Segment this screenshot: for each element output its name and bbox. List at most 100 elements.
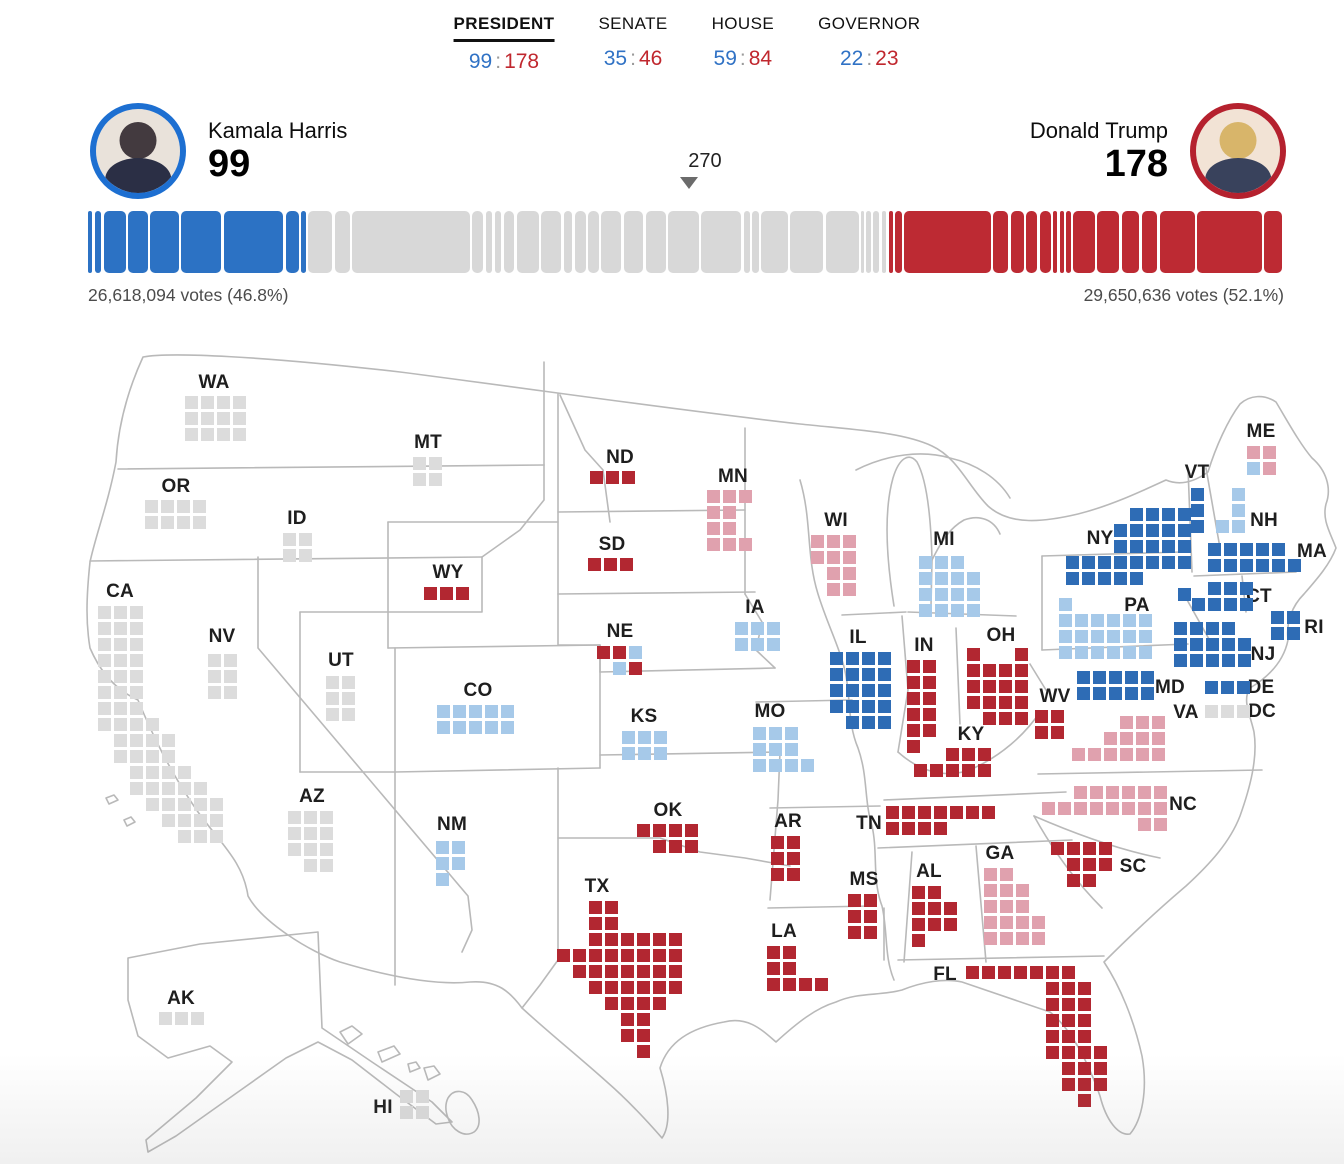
bar-segment-PA[interactable] <box>701 211 742 273</box>
ev-square-TX <box>669 949 682 962</box>
ev-square-FL <box>1062 1078 1075 1091</box>
state-label-MS: MS <box>849 869 879 890</box>
ev-square-SC <box>1099 842 1112 855</box>
bar-segment-WI[interactable] <box>645 211 666 273</box>
ev-square-AR <box>787 868 800 881</box>
ev-square-UT <box>342 692 355 705</box>
ev-square-MA <box>1208 543 1221 556</box>
ev-square-OK <box>685 840 698 853</box>
bar-segment-ID[interactable] <box>485 211 493 273</box>
bar-segment-CA[interactable] <box>352 211 470 273</box>
ev-square-DE <box>1205 681 1218 694</box>
bar-segment-MA[interactable] <box>103 211 126 273</box>
ev-square-MI <box>935 604 948 617</box>
ev-square-CA <box>130 718 143 731</box>
bar-segment-MI[interactable] <box>668 211 699 273</box>
bar-segment-AR[interactable] <box>1026 211 1038 273</box>
bar-segment-RI[interactable] <box>94 211 102 273</box>
bar-segment-NE[interactable] <box>888 211 893 273</box>
bar-segment-MD[interactable] <box>128 211 148 273</box>
state-label-IN: IN <box>914 635 934 656</box>
state-label-NY: NY <box>1086 528 1114 549</box>
bar-segment-FL[interactable] <box>1197 211 1262 273</box>
bar-segment-VT[interactable] <box>88 211 93 273</box>
harris-name: Kamala Harris <box>208 118 348 143</box>
ev-square-VA <box>1152 748 1165 761</box>
ev-square-IL <box>878 716 891 729</box>
state-label-OR: OR <box>161 476 191 497</box>
bar-segment-WY[interactable] <box>1066 211 1071 273</box>
bar-segment-AK[interactable] <box>881 211 887 273</box>
tab-president[interactable]: PRESIDENT 99:178 <box>453 14 555 74</box>
bar-segment-OK[interactable] <box>1010 211 1024 273</box>
bar-segment-NY[interactable] <box>223 211 284 273</box>
bar-segment-AL[interactable] <box>1121 211 1140 273</box>
bar-segment-TX[interactable] <box>904 211 991 273</box>
ev-square-MI <box>967 572 980 585</box>
bar-segment-CT[interactable] <box>285 211 299 273</box>
ev-square-OK <box>669 840 682 853</box>
bar-segment-NJ[interactable] <box>150 211 179 273</box>
ev-square-MI <box>951 556 964 569</box>
state-label-LA: LA <box>771 921 797 942</box>
tab-ev-values: 35:46 <box>603 47 663 70</box>
ev-square-FL <box>1078 1046 1091 1059</box>
ev-square-VA <box>1120 732 1133 745</box>
bar-segment-NM[interactable] <box>563 211 573 273</box>
bar-segment-LA[interactable] <box>1141 211 1158 273</box>
bar-segment-GA[interactable] <box>825 211 859 273</box>
bar-segment-DE[interactable] <box>301 211 306 273</box>
bar-segment-IN[interactable] <box>1073 211 1095 273</box>
bar-segment-KS[interactable] <box>574 211 586 273</box>
bar-segment-WA[interactable] <box>308 211 333 273</box>
ev-square-TX <box>573 949 586 962</box>
bar-segment-OR[interactable] <box>334 211 350 273</box>
ev-square-CA <box>114 670 127 683</box>
tab-senate[interactable]: SENATE 35:46 <box>598 14 667 74</box>
bar-segment-HI[interactable] <box>873 211 880 273</box>
bar-segment-NH[interactable] <box>743 211 750 273</box>
bar-segment-UT[interactable] <box>503 211 515 273</box>
tab-governor[interactable]: GOVERNOR 22:23 <box>818 14 920 74</box>
bar-segment-MS[interactable] <box>1039 211 1051 273</box>
bar-segment-NV[interactable] <box>472 211 484 273</box>
ev-square-FL <box>1062 982 1075 995</box>
ev-square-GA <box>984 868 997 881</box>
bar-segment-MT[interactable] <box>494 211 502 273</box>
ev-square-NY <box>1178 556 1191 569</box>
bar-segment-KY[interactable] <box>993 211 1009 273</box>
ev-square-CA <box>130 766 143 779</box>
bar-segment-WV[interactable] <box>895 211 902 273</box>
bar-segment-AZ[interactable] <box>516 211 539 273</box>
ev-square-CA <box>210 814 223 827</box>
ev-square-WA <box>201 412 214 425</box>
ev-square-GA <box>1000 932 1013 945</box>
bar-segment-MN[interactable] <box>623 211 644 273</box>
bar-segment-ND[interactable] <box>1053 211 1058 273</box>
bar-segment-MO[interactable] <box>601 211 622 273</box>
bar-segment-DC[interactable] <box>866 211 871 273</box>
bar-segment-CO[interactable] <box>541 211 562 273</box>
bar-segment-NC[interactable] <box>790 211 824 273</box>
ev-square-MI <box>967 604 980 617</box>
ev-square-TX <box>589 917 602 930</box>
ev-square-MI <box>919 588 932 601</box>
bar-segment-IA[interactable] <box>588 211 599 273</box>
state-label-OH: OH <box>986 625 1016 646</box>
bar-segment-NE[interactable] <box>861 211 864 273</box>
bar-segment-SC[interactable] <box>1264 211 1282 273</box>
ev-square-TN <box>966 806 979 819</box>
bar-segment-ME[interactable] <box>752 211 759 273</box>
bar-segment-SD[interactable] <box>1059 211 1064 273</box>
state-label-TN: TN <box>856 813 882 834</box>
ev-square-SD <box>588 558 601 571</box>
ev-square-OH <box>983 680 996 693</box>
state-label-NV: NV <box>208 626 236 647</box>
bar-segment-VA[interactable] <box>761 211 788 273</box>
tab-house[interactable]: HOUSE 59:84 <box>712 14 774 74</box>
bar-segment-TN[interactable] <box>1097 211 1120 273</box>
ev-square-TX <box>653 965 666 978</box>
bar-segment-IL[interactable] <box>181 211 222 273</box>
bar-segment-OH[interactable] <box>1159 211 1195 273</box>
ev-square-PA <box>1075 646 1088 659</box>
